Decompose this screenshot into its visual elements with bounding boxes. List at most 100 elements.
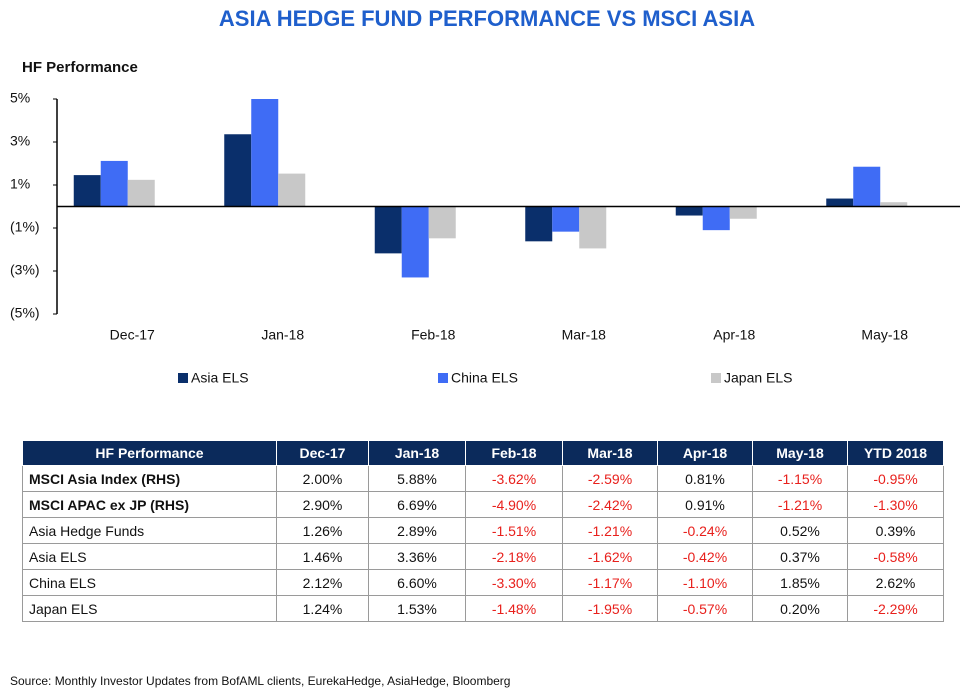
table-row: MSCI Asia Index (RHS) 2.00% 5.88% -3.62% -2.… — [22, 465, 944, 492]
value-cell: -1.21% — [752, 491, 848, 518]
header-cell: Mar-18 — [562, 440, 658, 466]
row-label: MSCI Asia Index (RHS) — [22, 465, 277, 492]
table-row: MSCI APAC ex JP (RHS) 2.90% 6.69% -4.90% -2.… — [22, 491, 944, 518]
value-cell: -0.95% — [847, 465, 944, 492]
bar — [428, 206, 456, 239]
value-cell: 0.20% — [752, 595, 848, 622]
value-cell: 0.91% — [657, 491, 753, 518]
y-tick-label: (5%) — [10, 305, 40, 321]
bar — [525, 206, 553, 242]
table-row: Japan ELS 1.24% 1.53% -1.48% -1.95% -0.57% 0.2… — [22, 595, 944, 622]
y-axis-label: HF Performance — [22, 59, 138, 76]
bar — [702, 206, 730, 231]
y-tick-label: 5% — [10, 90, 30, 106]
bar — [552, 206, 580, 232]
x-tick-label: May-18 — [861, 327, 908, 343]
bar — [251, 99, 279, 207]
value-cell: 3.36% — [368, 543, 466, 570]
bar — [853, 166, 881, 207]
y-tick-label: (1%) — [10, 219, 40, 235]
value-cell: -1.15% — [752, 465, 848, 492]
value-cell: -1.51% — [465, 517, 563, 544]
value-cell: 5.88% — [368, 465, 466, 492]
legend-label: China ELS — [451, 370, 518, 386]
legend-swatch — [178, 373, 188, 383]
row-label: Asia ELS — [22, 543, 277, 570]
value-cell: 2.89% — [368, 517, 466, 544]
legend-label: Asia ELS — [191, 370, 249, 386]
data-table: HF Performance Dec-17 Jan-18 Feb-18 Mar-18 Ap… — [22, 440, 944, 622]
value-cell: 0.81% — [657, 465, 753, 492]
chart: HF Performance 5% 3% 1% (1%) (3%) (5%) Dec-17 J… — [10, 59, 960, 386]
value-cell: -0.57% — [657, 595, 753, 622]
y-tick-label: (3%) — [10, 262, 40, 278]
row-label: MSCI APAC ex JP (RHS) — [22, 491, 277, 518]
page-title: ASIA HEDGE FUND PERFORMANCE VS MSCI ASIA — [218, 6, 756, 31]
table-row: China ELS 2.12% 6.60% -3.30% -1.17% -1.10% 1.8… — [22, 569, 944, 596]
value-cell: 2.12% — [276, 569, 369, 596]
header-cell: Apr-18 — [657, 440, 753, 466]
header-cell: HF Performance — [22, 440, 277, 466]
value-cell: 1.24% — [276, 595, 369, 622]
value-cell: -0.42% — [657, 543, 753, 570]
bar — [278, 173, 306, 207]
value-cell: -1.62% — [562, 543, 658, 570]
bar — [675, 206, 703, 216]
bar — [826, 198, 854, 207]
bar — [401, 206, 429, 278]
x-tick-label: Mar-18 — [562, 327, 607, 343]
value-cell: -2.59% — [562, 465, 658, 492]
value-cell: -2.18% — [465, 543, 563, 570]
row-label: China ELS — [22, 569, 277, 596]
value-cell: -2.42% — [562, 491, 658, 518]
value-cell: 0.39% — [847, 517, 944, 544]
header-cell: YTD 2018 — [847, 440, 944, 466]
value-cell: 6.69% — [368, 491, 466, 518]
x-tick-label: Apr-18 — [713, 327, 755, 343]
bar — [880, 202, 908, 207]
bar — [100, 160, 128, 207]
x-tick-label: Feb-18 — [411, 327, 456, 343]
legend-swatch — [711, 373, 721, 383]
bar — [127, 179, 155, 207]
value-cell: -1.48% — [465, 595, 563, 622]
value-cell: -1.17% — [562, 569, 658, 596]
header-cell: Jan-18 — [368, 440, 466, 466]
header-cell: May-18 — [752, 440, 848, 466]
row-label: Japan ELS — [22, 595, 277, 622]
value-cell: -2.29% — [847, 595, 944, 622]
bar — [73, 175, 101, 207]
value-cell: 2.90% — [276, 491, 369, 518]
value-cell: 1.26% — [276, 517, 369, 544]
plot-area — [73, 99, 908, 278]
value-cell: -1.10% — [657, 569, 753, 596]
source-note: Source: Monthly Investor Updates from Bo… — [10, 674, 511, 688]
y-tick-label: 3% — [10, 133, 30, 149]
value-cell: -0.58% — [847, 543, 944, 570]
value-cell: 6.60% — [368, 569, 466, 596]
value-cell: 1.53% — [368, 595, 466, 622]
value-cell: -1.21% — [562, 517, 658, 544]
table-row: Asia ELS 1.46% 3.36% -2.18% -1.62% -0.42% 0.37… — [22, 543, 944, 570]
value-cell: -1.95% — [562, 595, 658, 622]
value-cell: 0.52% — [752, 517, 848, 544]
bar — [224, 134, 252, 207]
table-header-row: HF Performance Dec-17 Jan-18 Feb-18 Mar-18 Ap… — [22, 440, 944, 466]
value-cell: 1.85% — [752, 569, 848, 596]
value-cell: -0.24% — [657, 517, 753, 544]
value-cell: -1.30% — [847, 491, 944, 518]
x-tick-label: Jan-18 — [261, 327, 304, 343]
value-cell: -4.90% — [465, 491, 563, 518]
header-cell: Dec-17 — [276, 440, 369, 466]
row-label: Asia Hedge Funds — [22, 517, 277, 544]
bar — [579, 206, 607, 249]
y-tick-label: 1% — [10, 176, 30, 192]
value-cell: 0.37% — [752, 543, 848, 570]
value-cell: 1.46% — [276, 543, 369, 570]
bar — [374, 206, 402, 254]
table-row: Asia Hedge Funds 1.26% 2.89% -1.51% -1.21% -0… — [22, 517, 944, 544]
header-cell: Feb-18 — [465, 440, 563, 466]
legend-swatch — [438, 373, 448, 383]
legend-label: Japan ELS — [724, 370, 793, 386]
